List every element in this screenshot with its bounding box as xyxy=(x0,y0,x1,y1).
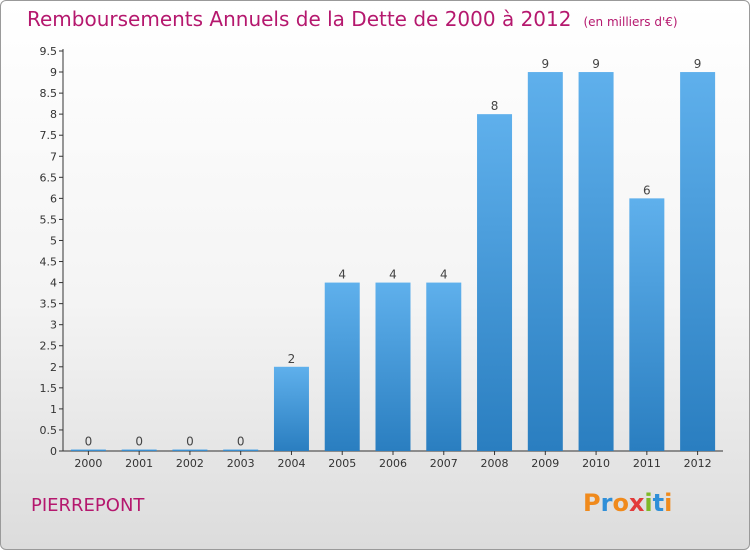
y-tick-label: 0 xyxy=(50,445,57,458)
y-tick-label: 8 xyxy=(50,108,57,121)
y-tick-label: 1.5 xyxy=(40,382,58,395)
bar xyxy=(324,282,360,451)
logo-letter: i xyxy=(644,489,653,517)
bar xyxy=(121,449,157,451)
bar xyxy=(680,72,716,451)
y-tick-label: 9 xyxy=(50,66,57,79)
chart-title-text: Remboursements Annuels de la Dette de 20… xyxy=(27,7,572,31)
y-tick-label: 5 xyxy=(50,234,57,247)
bar xyxy=(477,114,513,451)
y-tick-label: 3 xyxy=(50,319,57,332)
bar xyxy=(426,282,462,451)
x-tick-label: 2005 xyxy=(328,457,356,470)
chart-title: Remboursements Annuels de la Dette de 20… xyxy=(27,7,678,31)
bar-value-label: 4 xyxy=(338,268,346,282)
bar-value-label: 8 xyxy=(491,99,499,113)
bar xyxy=(172,449,208,451)
x-tick-label: 2000 xyxy=(74,457,102,470)
y-tick-label: 1 xyxy=(50,403,57,416)
logo-letter: i xyxy=(664,489,673,517)
y-tick-label: 5.5 xyxy=(40,213,58,226)
bar-value-label: 0 xyxy=(85,435,93,449)
chart-bars xyxy=(70,72,716,451)
bar xyxy=(70,449,106,451)
x-tick-label: 2006 xyxy=(379,457,407,470)
logo-letter: P xyxy=(583,489,601,517)
chart-labels: 2000 0 2001 0 2002 0 2003 0 2004 2 2005 4 2006 4 2007 4… xyxy=(74,57,711,470)
y-tick-label: 6.5 xyxy=(40,171,58,184)
bar xyxy=(223,449,259,451)
bar-value-label: 6 xyxy=(643,183,651,197)
commune-name: PIERREPONT xyxy=(31,495,145,516)
bar-value-label: 0 xyxy=(135,435,143,449)
x-tick-label: 2011 xyxy=(633,457,661,470)
x-tick-label: 2008 xyxy=(481,457,509,470)
logo-letter: o xyxy=(612,489,629,517)
y-tick-label: 9.5 xyxy=(40,45,58,58)
bar-value-label: 0 xyxy=(237,435,245,449)
bar-value-label: 9 xyxy=(592,57,600,71)
bar xyxy=(375,282,411,451)
chart-axes: 0 0.5 1 1.5 2 2.5 3 3.5 4 4.5 5 5.5 6 6.5 7 7.5 8 8.5 9 9.5 xyxy=(40,45,723,458)
y-tick-label: 8.5 xyxy=(40,87,58,100)
bar-value-label: 0 xyxy=(186,435,194,449)
x-tick-label: 2003 xyxy=(227,457,255,470)
y-tick-label: 2.5 xyxy=(40,340,58,353)
y-tick-label: 7.5 xyxy=(40,129,58,142)
x-tick-label: 2007 xyxy=(430,457,458,470)
x-tick-label: 2004 xyxy=(277,457,305,470)
bar xyxy=(578,72,614,451)
bar-value-label: 4 xyxy=(389,268,397,282)
chart-unit: (en milliers d'€) xyxy=(583,15,678,29)
x-tick-label: 2012 xyxy=(684,457,712,470)
y-tick-label: 6 xyxy=(50,192,57,205)
bar xyxy=(273,366,309,451)
proxiti-logo: Proxiti xyxy=(583,489,672,517)
y-tick-label: 2 xyxy=(50,361,57,374)
bar-value-label: 4 xyxy=(440,268,448,282)
y-tick-label: 3.5 xyxy=(40,298,58,311)
logo-letter: r xyxy=(600,489,613,517)
bar-value-label: 2 xyxy=(288,352,296,366)
logo-letter: t xyxy=(652,489,665,517)
bar xyxy=(527,72,563,451)
logo-letter: x xyxy=(628,489,645,517)
y-tick-label: 7 xyxy=(50,150,57,163)
y-tick-label: 4 xyxy=(50,277,57,290)
y-tick-label: 0.5 xyxy=(40,424,58,437)
x-tick-label: 2010 xyxy=(582,457,610,470)
x-tick-label: 2001 xyxy=(125,457,153,470)
bar-value-label: 9 xyxy=(541,57,549,71)
y-tick-label: 4.5 xyxy=(40,256,58,269)
bar-value-label: 9 xyxy=(694,57,702,71)
x-tick-label: 2002 xyxy=(176,457,204,470)
x-tick-label: 2009 xyxy=(531,457,559,470)
bar xyxy=(629,198,665,451)
